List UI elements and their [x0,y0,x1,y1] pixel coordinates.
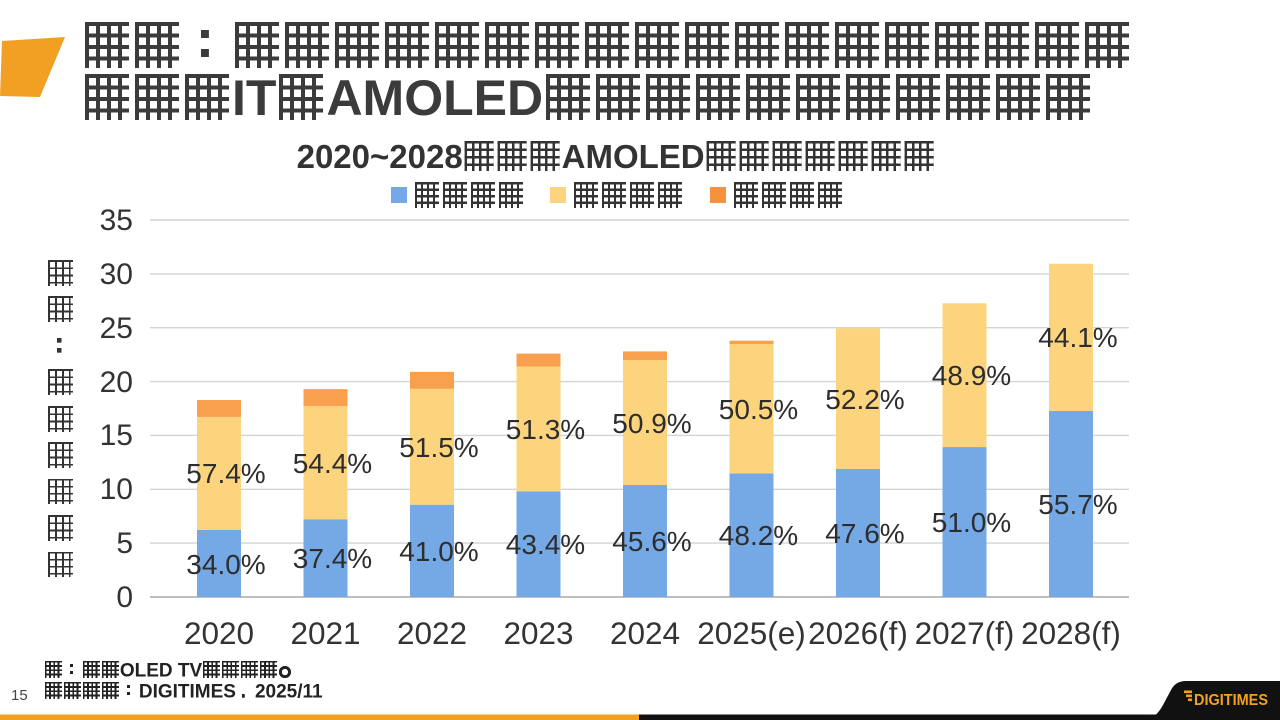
svg-text:DIGITIMES: DIGITIMES [1194,692,1268,709]
